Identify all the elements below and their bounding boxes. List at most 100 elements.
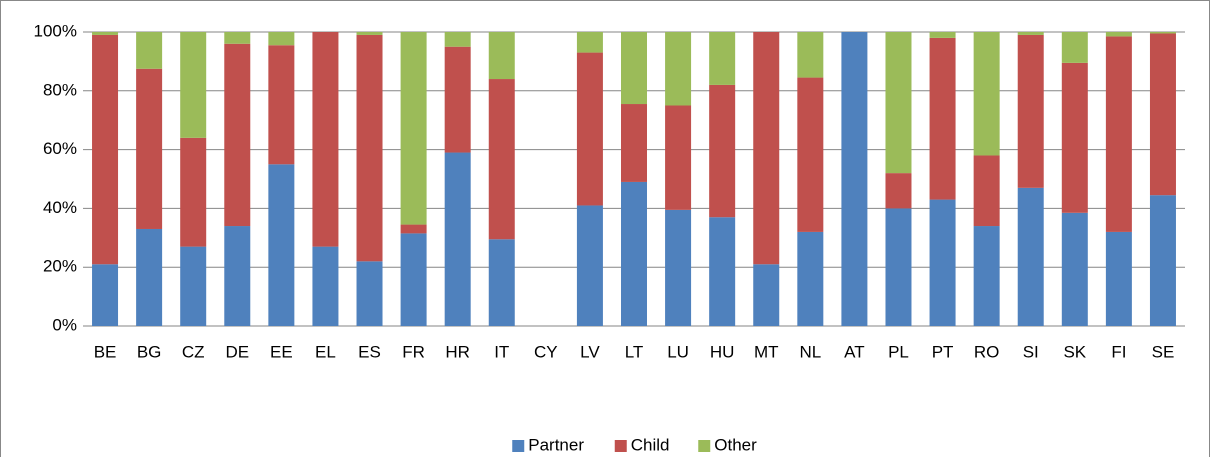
- bar-segment: [488, 32, 515, 80]
- x-tick-label: CZ: [182, 342, 205, 361]
- legend-label: Other: [714, 435, 757, 454]
- bar-segment: [753, 32, 780, 265]
- x-tick-label: HR: [445, 342, 470, 361]
- y-tick-label: 20%: [43, 257, 77, 276]
- y-tick-label: 80%: [43, 80, 77, 99]
- x-tick-label: AT: [844, 342, 864, 361]
- bar-segment: [709, 217, 736, 326]
- x-tick-label: NL: [799, 342, 821, 361]
- x-tick-label: MT: [754, 342, 779, 361]
- bar-segment: [665, 209, 692, 326]
- bar-segment: [444, 152, 471, 326]
- bar-segment: [224, 32, 251, 44]
- y-tick-label: 40%: [43, 198, 77, 217]
- x-tick-label: BG: [137, 342, 162, 361]
- bar-segment: [136, 228, 163, 326]
- x-tick-label: SI: [1023, 342, 1039, 361]
- bar-segment: [929, 32, 956, 38]
- bar-segment: [268, 164, 295, 326]
- x-tick-label: HU: [710, 342, 735, 361]
- bar-segment: [400, 224, 427, 234]
- bar-segment: [92, 264, 119, 326]
- y-tick-label: 60%: [43, 139, 77, 158]
- bar-segment: [797, 231, 824, 326]
- bar-segment: [797, 77, 824, 232]
- bar-segment: [576, 52, 603, 206]
- bar-segment: [488, 79, 515, 240]
- bar-segment: [1149, 32, 1176, 34]
- bar-segment: [929, 37, 956, 200]
- bar-segment: [929, 199, 956, 326]
- bar-segment: [180, 246, 207, 326]
- bar-segment: [1017, 34, 1044, 188]
- bar-segment: [312, 32, 339, 247]
- bar-segment: [1105, 32, 1132, 37]
- bar-segment: [576, 32, 603, 53]
- bar-segment: [136, 32, 163, 69]
- x-tick-label: LU: [667, 342, 689, 361]
- legend-swatch: [614, 440, 627, 452]
- bar-segment: [621, 32, 647, 105]
- x-tick-label: BE: [94, 342, 117, 361]
- bar-segment: [356, 32, 383, 35]
- bar-segment: [92, 34, 119, 265]
- bar-segment: [444, 46, 471, 153]
- x-tick-label: PL: [888, 342, 909, 361]
- bar-segment: [973, 155, 1000, 227]
- bar-segment: [1061, 32, 1088, 63]
- bar-segment: [973, 32, 1000, 156]
- bar-segment: [1149, 195, 1176, 326]
- bar-segment: [841, 32, 868, 326]
- legend-label: Partner: [528, 435, 584, 454]
- bar-segment: [1017, 187, 1044, 326]
- bar-segment: [576, 205, 603, 326]
- bar-segment: [885, 173, 912, 209]
- x-tick-label: SK: [1063, 342, 1086, 361]
- bar-segment: [1105, 36, 1132, 232]
- bar-segment: [224, 226, 251, 326]
- bar-segment: [1061, 62, 1088, 213]
- bar-segment: [136, 68, 163, 229]
- bar-segment: [621, 181, 647, 326]
- x-tick-label: RO: [974, 342, 1000, 361]
- bar-segment: [400, 233, 427, 326]
- bar-segment: [1061, 212, 1088, 326]
- bar-segment: [797, 32, 824, 78]
- bar-segment: [268, 45, 295, 165]
- y-tick-label: 100%: [34, 21, 77, 40]
- y-tick-label: 0%: [52, 315, 77, 334]
- bar-segment: [400, 32, 427, 225]
- bar-segment: [1017, 32, 1044, 35]
- x-tick-label: ES: [358, 342, 381, 361]
- bar-segment: [444, 32, 471, 47]
- x-tick-label: FI: [1111, 342, 1126, 361]
- x-tick-label: DE: [225, 342, 249, 361]
- bar-segment: [356, 261, 383, 326]
- bar-segment: [180, 137, 207, 247]
- legend-swatch: [698, 440, 711, 452]
- bar-segment: [709, 84, 736, 218]
- x-tick-label: SE: [1152, 342, 1175, 361]
- bar-segment: [753, 264, 780, 326]
- bar-segment: [709, 32, 736, 85]
- bar-segment: [356, 34, 383, 262]
- bar-segment: [621, 104, 647, 182]
- legend-label: Child: [631, 435, 670, 454]
- bar-segment: [665, 32, 692, 106]
- bar-segment: [885, 32, 912, 174]
- x-tick-label: EL: [315, 342, 336, 361]
- bar-segment: [92, 32, 119, 35]
- bar-segment: [268, 32, 295, 46]
- bar-segment: [312, 246, 339, 326]
- bar-segment: [1105, 231, 1132, 326]
- x-tick-label: FR: [402, 342, 425, 361]
- x-tick-label: LT: [625, 342, 644, 361]
- bar-segment: [885, 208, 912, 326]
- x-tick-label: LV: [580, 342, 600, 361]
- bar-segment: [180, 32, 207, 138]
- bar-segment: [973, 226, 1000, 326]
- bar-segment: [488, 239, 515, 326]
- bar-segment: [224, 43, 251, 227]
- x-tick-label: IT: [494, 342, 509, 361]
